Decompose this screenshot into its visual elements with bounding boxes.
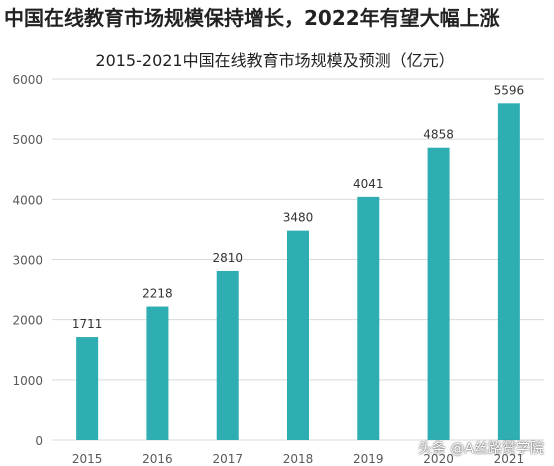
bar-2016 <box>146 306 169 440</box>
y-tick-label: 4000 <box>12 193 43 207</box>
bars <box>76 103 520 440</box>
y-tick-label: 1000 <box>12 374 43 388</box>
y-tick-label: 6000 <box>12 73 43 87</box>
x-tick-label-2019: 2019 <box>353 452 384 466</box>
bar-2020 <box>427 147 450 440</box>
page-headline: 中国在线教育市场规模保持增长，2022年有望大幅上涨 <box>4 6 500 30</box>
watermark: 头条 @A丝路赞学院 <box>417 441 544 457</box>
y-tick-label: 2000 <box>12 314 43 328</box>
y-tick-label: 3000 <box>12 254 43 268</box>
x-tick-label-2016: 2016 <box>142 452 173 466</box>
data-label-2015: 1711 <box>72 317 103 331</box>
y-tick-label: 0 <box>35 434 43 448</box>
x-tick-label-2017: 2017 <box>212 452 243 466</box>
data-labels: 1711 2218 2810 3480 4041 4858 5596 <box>72 83 524 331</box>
bar-2017 <box>216 270 239 440</box>
bar-2018 <box>287 230 309 440</box>
x-tick-label-2015: 2015 <box>72 452 103 466</box>
data-label-2019: 4041 <box>353 177 384 191</box>
data-label-2021: 5596 <box>494 83 525 97</box>
y-axis-ticks: 0 1000 2000 3000 4000 5000 6000 <box>12 73 43 448</box>
data-label-2020: 4858 <box>423 128 454 142</box>
x-axis-ticks: 2015 2016 2017 2018 2019 2020 2021 <box>72 452 524 466</box>
data-label-2016: 2218 <box>142 287 173 301</box>
x-tick-label-2020: 2020 <box>423 452 454 466</box>
bar-2019 <box>357 196 380 440</box>
bar-2021 <box>497 103 520 440</box>
chart-title: 2015-2021中国在线教育市场规模及预测（亿元） <box>95 51 454 70</box>
bar-2015 <box>76 337 99 440</box>
data-label-2018: 3480 <box>283 211 314 225</box>
x-tick-label-2021: 2021 <box>494 452 525 466</box>
x-tick-label-2018: 2018 <box>283 452 314 466</box>
y-tick-label: 5000 <box>12 133 43 147</box>
data-label-2017: 2810 <box>212 251 243 265</box>
